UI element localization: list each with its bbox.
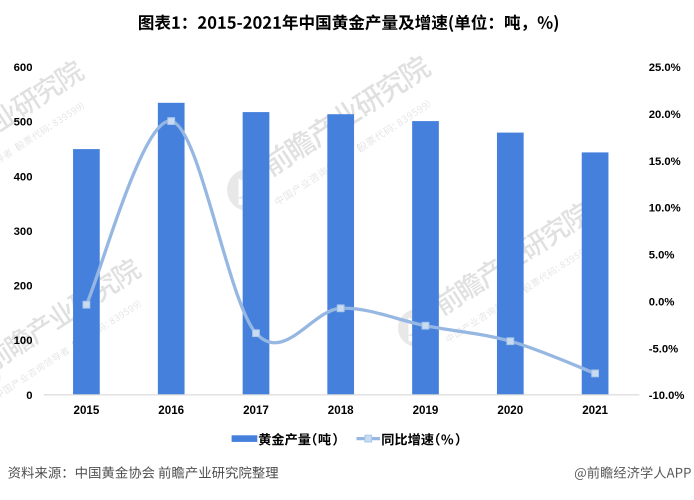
svg-text:600: 600: [14, 62, 33, 74]
svg-text:2018: 2018: [328, 404, 354, 417]
svg-text:-5.0%: -5.0%: [649, 343, 679, 355]
svg-text:100: 100: [14, 335, 33, 347]
svg-text:-10.0%: -10.0%: [649, 390, 685, 402]
svg-text:2016: 2016: [158, 404, 184, 417]
svg-text:15.0%: 15.0%: [649, 156, 681, 168]
svg-text:10.0%: 10.0%: [649, 203, 681, 215]
svg-text:25.0%: 25.0%: [649, 62, 681, 74]
svg-text:2021: 2021: [582, 404, 608, 417]
svg-text:500: 500: [14, 117, 33, 129]
svg-text:0: 0: [26, 390, 32, 402]
svg-text:2020: 2020: [497, 404, 523, 417]
svg-text:200: 200: [14, 281, 33, 293]
svg-text:400: 400: [14, 171, 33, 183]
svg-text:5.0%: 5.0%: [649, 250, 675, 262]
svg-text:2017: 2017: [243, 404, 269, 417]
svg-text:2015: 2015: [74, 404, 100, 417]
svg-text:0.0%: 0.0%: [649, 296, 675, 308]
svg-text:20.0%: 20.0%: [649, 109, 681, 121]
svg-text:300: 300: [14, 226, 33, 238]
svg-text:2019: 2019: [413, 404, 439, 417]
